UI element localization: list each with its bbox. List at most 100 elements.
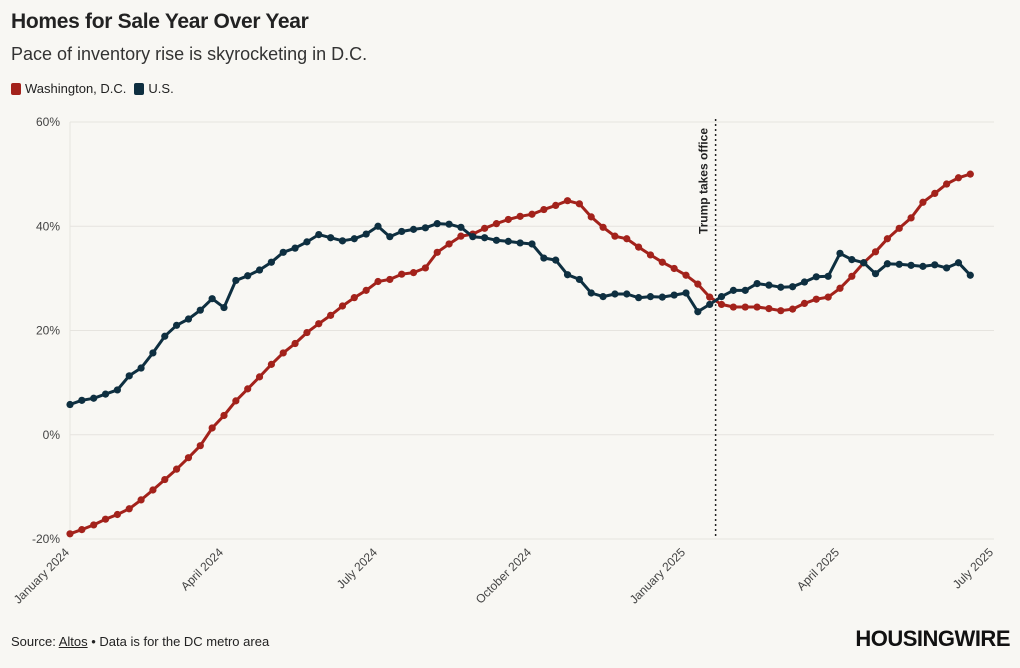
data-point-dc bbox=[492, 220, 501, 228]
data-point-dc bbox=[563, 197, 572, 205]
data-point-us bbox=[528, 240, 536, 248]
legend-label-dc: Washington, D.C. bbox=[25, 81, 127, 96]
legend-swatch-dc bbox=[11, 82, 21, 95]
data-point-dc bbox=[919, 198, 927, 206]
data-point-us bbox=[327, 234, 335, 242]
source-prefix: Source: bbox=[11, 634, 59, 649]
data-point-dc bbox=[883, 235, 891, 243]
data-point-dc bbox=[113, 510, 121, 519]
data-point-dc bbox=[895, 224, 903, 232]
data-point-dc bbox=[658, 258, 666, 266]
data-point-us bbox=[658, 293, 666, 301]
data-point-us bbox=[445, 220, 453, 228]
data-point-dc bbox=[812, 295, 820, 303]
data-point-us bbox=[149, 349, 157, 357]
data-point-dc bbox=[777, 307, 785, 315]
data-point-us bbox=[706, 300, 714, 309]
data-point-dc bbox=[184, 454, 193, 462]
data-point-us bbox=[90, 394, 98, 402]
data-point-dc bbox=[516, 212, 524, 220]
data-point-us bbox=[717, 293, 726, 301]
data-point-dc bbox=[255, 373, 264, 381]
y-tick-label: 40% bbox=[36, 219, 60, 233]
data-point-us bbox=[457, 223, 465, 231]
data-point-dc bbox=[635, 243, 643, 251]
x-tick-label: October 2024 bbox=[473, 545, 535, 607]
data-point-dc bbox=[303, 328, 311, 337]
data-point-dc bbox=[623, 235, 631, 243]
y-tick-label: 0% bbox=[43, 428, 61, 442]
data-point-us bbox=[777, 283, 785, 291]
data-point-dc bbox=[90, 521, 98, 529]
x-tick-label: July 2025 bbox=[950, 545, 996, 591]
x-tick-label: January 2024 bbox=[11, 545, 73, 607]
data-point-us bbox=[765, 281, 773, 289]
data-point-dc bbox=[398, 270, 406, 278]
data-point-us bbox=[954, 259, 963, 267]
data-point-us bbox=[635, 294, 643, 302]
data-point-us bbox=[125, 372, 133, 380]
data-point-us bbox=[599, 293, 607, 301]
data-point-us bbox=[563, 271, 572, 279]
data-point-dc bbox=[267, 360, 275, 368]
data-point-us bbox=[409, 225, 418, 233]
data-point-dc bbox=[694, 280, 702, 288]
data-point-dc bbox=[149, 486, 157, 494]
data-point-dc bbox=[421, 264, 429, 272]
data-point-us bbox=[101, 390, 110, 398]
data-point-dc bbox=[350, 294, 358, 302]
data-point-dc bbox=[670, 264, 678, 273]
data-point-dc bbox=[409, 269, 418, 277]
data-point-us bbox=[184, 315, 193, 323]
data-point-dc bbox=[540, 205, 548, 214]
data-point-dc bbox=[954, 174, 963, 182]
data-point-dc bbox=[552, 201, 560, 209]
data-point-us bbox=[196, 306, 204, 314]
data-point-us bbox=[255, 266, 264, 274]
data-point-dc bbox=[824, 293, 832, 301]
data-point-us bbox=[741, 286, 749, 294]
data-point-us bbox=[232, 276, 240, 285]
data-point-us bbox=[919, 262, 927, 270]
data-point-us bbox=[350, 235, 358, 243]
data-point-dc bbox=[78, 526, 86, 534]
data-point-dc bbox=[575, 200, 583, 208]
data-point-us bbox=[860, 259, 868, 267]
series-group bbox=[66, 170, 974, 538]
data-point-us bbox=[279, 248, 287, 256]
data-point-dc bbox=[966, 170, 974, 178]
data-point-us bbox=[338, 237, 347, 245]
x-tick-label: April 2025 bbox=[794, 545, 842, 593]
x-axis: January 2024 April 2024 July 2024 October 2… bbox=[11, 545, 997, 607]
data-point-us bbox=[504, 237, 512, 245]
data-point-us bbox=[315, 230, 323, 239]
data-point-us bbox=[220, 303, 228, 312]
data-point-dc bbox=[173, 465, 181, 473]
data-point-us bbox=[611, 290, 619, 298]
data-point-us bbox=[208, 295, 216, 303]
data-point-dc bbox=[208, 424, 216, 432]
source-link[interactable]: Altos bbox=[58, 634, 88, 649]
data-point-dc bbox=[374, 277, 382, 286]
housingwire-logo: HOUSINGWIRE bbox=[855, 626, 1010, 651]
data-point-dc bbox=[741, 303, 749, 311]
data-point-us bbox=[481, 234, 489, 242]
series-line-us bbox=[68, 222, 972, 406]
data-point-dc bbox=[599, 223, 607, 231]
data-point-dc bbox=[706, 293, 714, 301]
data-point-dc bbox=[291, 339, 299, 348]
data-point-us bbox=[871, 270, 880, 278]
data-point-dc bbox=[386, 275, 394, 284]
data-point-dc bbox=[220, 411, 228, 420]
data-point-us bbox=[516, 239, 524, 247]
x-tick-label: April 2024 bbox=[178, 545, 226, 593]
data-point-dc bbox=[587, 213, 595, 221]
data-point-dc bbox=[611, 232, 619, 240]
data-point-us bbox=[907, 261, 915, 269]
data-point-dc bbox=[125, 505, 133, 513]
legend-item-dc: Washington, D.C. bbox=[11, 81, 126, 96]
footer-source: Source: Altos • Data is for the DC metro… bbox=[11, 634, 269, 649]
data-point-dc bbox=[789, 305, 797, 313]
x-tick-label: January 2025 bbox=[627, 545, 689, 607]
